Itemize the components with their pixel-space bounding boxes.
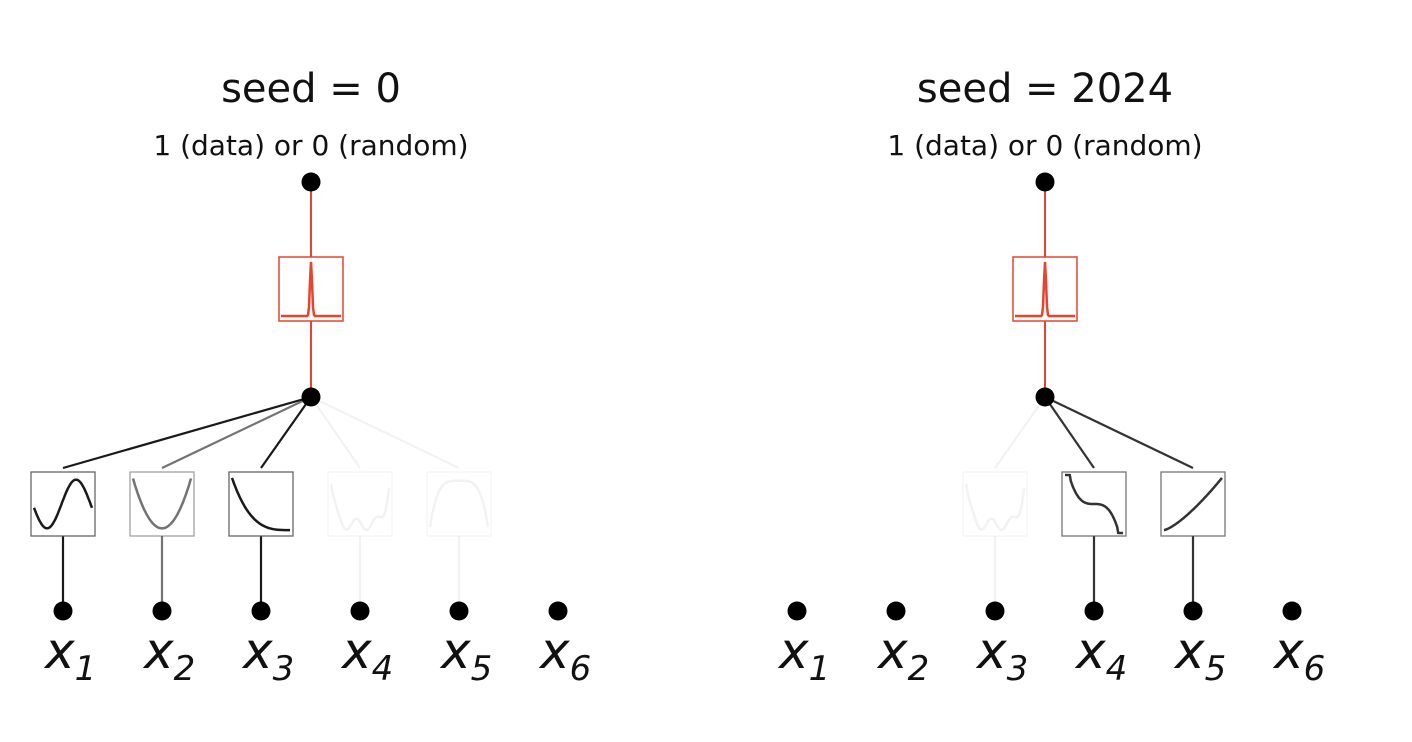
panel-seed-2024: seed = 2024 1 (data) or 0 (random) x1 x2 x3 x… [777, 66, 1325, 689]
input-x3: x3 [962, 396, 1046, 689]
input-label: x4 [340, 622, 393, 689]
input-node [1084, 601, 1104, 621]
output-activation-box [1012, 256, 1078, 322]
input-x5: x5 [1044, 396, 1226, 689]
input-x3: x3 [228, 396, 312, 689]
input-label: x1 [43, 622, 96, 689]
input-label: x5 [439, 622, 492, 689]
activation-curve-plateau [428, 479, 490, 528]
input-node [886, 601, 906, 621]
output-activation-curve [281, 261, 341, 318]
input-x6: x6 [1272, 601, 1325, 689]
activation-box [327, 471, 393, 537]
edge-to-hidden [310, 396, 361, 469]
input-x1: x1 [777, 601, 830, 689]
activation-curve-decay [230, 477, 290, 532]
edge-to-hidden [1044, 396, 1194, 469]
input-node [350, 601, 370, 621]
activation-curve-sine [32, 478, 94, 530]
input-x1: x1 [30, 395, 312, 689]
output-label: 1 (data) or 0 (random) [887, 129, 1202, 162]
activation-box [1160, 471, 1226, 537]
activation-curve-bumpy [329, 483, 391, 532]
activation-box [228, 471, 294, 537]
edge-to-hidden [260, 396, 312, 469]
edge-to-hidden [310, 396, 460, 469]
input-node [1183, 601, 1203, 621]
input-node [152, 601, 172, 621]
activation-curve-rise [1163, 477, 1223, 532]
edge-to-hidden [62, 395, 312, 470]
output-label: 1 (data) or 0 (random) [153, 129, 468, 162]
input-x2: x2 [129, 396, 312, 689]
edge-to-hidden [1044, 396, 1095, 469]
input-x2: x2 [876, 601, 929, 689]
activation-box [962, 471, 1028, 537]
activation-curve-cubic-down [1065, 473, 1123, 535]
input-x4: x4 [1044, 396, 1127, 689]
input-label: x5 [1173, 622, 1226, 689]
input-node [548, 601, 568, 621]
activation-box [1061, 471, 1127, 537]
input-label: x6 [538, 622, 591, 689]
input-label: x6 [1272, 622, 1325, 689]
hidden-node [301, 387, 321, 407]
activation-curve-bumpy [964, 483, 1026, 532]
edge-to-hidden [994, 396, 1046, 469]
input-node [787, 601, 807, 621]
input-node [449, 601, 469, 621]
input-x6: x6 [538, 601, 591, 689]
activation-box [426, 471, 492, 537]
hidden-node [1035, 387, 1055, 407]
input-node [251, 601, 271, 621]
panel-title: seed = 2024 [917, 66, 1173, 112]
input-label: x2 [876, 622, 929, 689]
activation-curve-parabola [131, 478, 193, 530]
input-label: x1 [777, 622, 830, 689]
input-x4: x4 [310, 396, 393, 689]
input-node [1282, 601, 1302, 621]
output-activation-curve [1015, 261, 1075, 318]
input-label: x2 [142, 622, 195, 689]
input-node [985, 601, 1005, 621]
input-x5: x5 [310, 396, 492, 689]
activation-box [129, 471, 195, 537]
output-activation-box [278, 256, 344, 322]
input-label: x3 [975, 622, 1028, 689]
input-node [53, 601, 73, 621]
edge-to-hidden [161, 396, 312, 469]
output-node [301, 172, 321, 192]
output-node [1035, 172, 1055, 192]
input-label: x4 [1074, 622, 1127, 689]
input-label: x3 [241, 622, 294, 689]
activation-box [30, 471, 96, 537]
panel-title: seed = 0 [221, 66, 401, 112]
panel-seed-0: seed = 0 1 (data) or 0 (random) x1 x2 x3 x4 x5… [30, 66, 591, 689]
